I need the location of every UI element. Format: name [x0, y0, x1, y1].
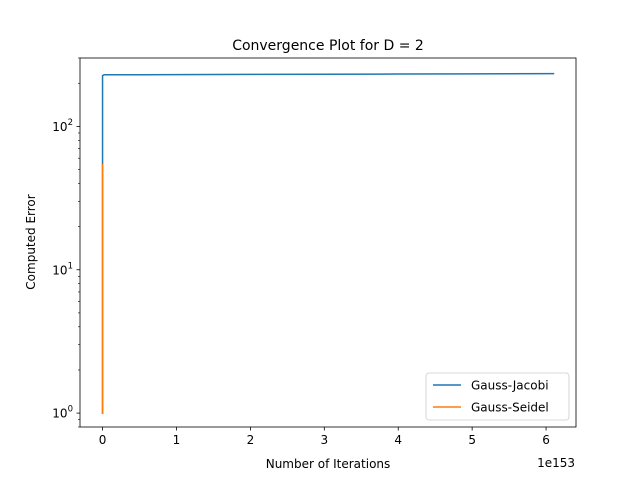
legend-label-gauss-seidel: Gauss-Seidel [471, 401, 549, 415]
x-tick-label: 3 [320, 433, 328, 447]
x-tick-label: 0 [99, 433, 107, 447]
x-axis-offset-label: 1e153 [537, 456, 575, 470]
x-tick-label: 5 [468, 433, 476, 447]
y-axis-label: Computed Error [24, 194, 38, 289]
x-tick-label: 4 [394, 433, 402, 447]
legend-label-gauss-jacobi: Gauss-Jacobi [471, 379, 549, 393]
series-line-gauss-jacobi [101, 72, 555, 414]
legend-box [425, 372, 570, 421]
x-tick-label: 1 [173, 433, 181, 447]
chart-title: Convergence Plot for D = 2 [232, 38, 424, 54]
series-layer [101, 72, 555, 414]
y-tick-label: 102 [52, 118, 73, 134]
y-ticks: 100 101 102 [52, 57, 80, 428]
x-axis-label: Number of Iterations [266, 457, 391, 471]
x-tick-label: 6 [542, 433, 550, 447]
y-tick-label: 101 [52, 261, 73, 277]
x-ticks: 0 1 2 3 4 5 6 [99, 427, 550, 447]
x-tick-label: 2 [247, 433, 255, 447]
axes-frame [79, 57, 577, 428]
legend: Gauss-Jacobi Gauss-Seidel [425, 372, 570, 421]
plot-area [80, 58, 576, 427]
y-tick-label: 100 [52, 405, 73, 421]
